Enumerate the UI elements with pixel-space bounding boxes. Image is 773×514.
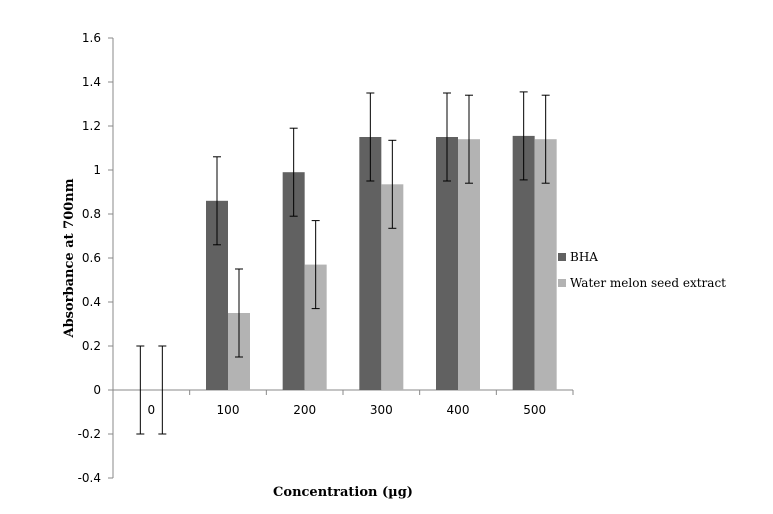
bar-0-2	[282, 172, 305, 390]
legend: BHA Water melon seed extract	[558, 250, 726, 290]
y-tick-label: 1	[93, 163, 101, 177]
bar-1-2	[304, 264, 327, 390]
bar-1-5	[534, 139, 557, 390]
y-tick-label: 0.4	[82, 295, 101, 309]
x-axis-title: Concentration (µg)	[273, 485, 413, 500]
y-tick-label: 1.2	[82, 119, 101, 133]
legend-label: Water melon seed extract	[570, 276, 726, 290]
x-tick-label: 500	[523, 403, 546, 417]
y-tick-label: 0.6	[82, 251, 101, 265]
y-tick-label: 0.2	[82, 339, 101, 353]
x-tick-label: 300	[370, 403, 393, 417]
legend-swatch	[558, 279, 566, 287]
y-tick-label: 1.6	[82, 31, 101, 45]
x-tick-label: 0	[148, 403, 156, 417]
y-tick-label: 0	[93, 383, 101, 397]
bars	[206, 135, 557, 390]
bar-0-1	[206, 200, 228, 390]
bar-0-5	[512, 135, 535, 390]
legend-label: BHA	[570, 250, 598, 264]
y-tick-label: -0.4	[78, 471, 101, 485]
y-axis-title: Absorbance at 700nm	[62, 178, 77, 338]
y-tick-label: -0.2	[78, 427, 101, 441]
x-tick-label: 400	[447, 403, 470, 417]
x-tick-label: 200	[293, 403, 316, 417]
y-tick-label: 0.8	[82, 207, 101, 221]
y-tick-label: 1.4	[82, 75, 101, 89]
legend-swatch	[558, 253, 566, 261]
y-axis-ticks: -0.4 -0.2 0 0.2 0.4 0.6 0.8 1 1.2 1.4 1.6	[78, 31, 113, 485]
x-axis-ticks: 0 100 200 300 400 500	[112, 390, 574, 417]
bar-1-4	[458, 139, 480, 390]
x-tick-label: 100	[217, 403, 240, 417]
bar-0-3	[359, 137, 382, 390]
bar-1-3	[381, 184, 404, 390]
bar-0-4	[436, 137, 458, 390]
error-bars	[136, 91, 550, 435]
